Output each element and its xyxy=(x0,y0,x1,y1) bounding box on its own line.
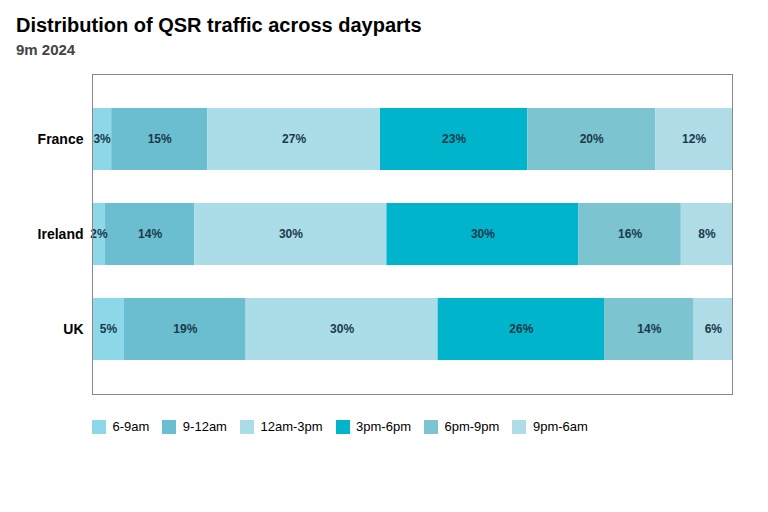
svg-text:14%: 14% xyxy=(637,322,661,336)
svg-text:19%: 19% xyxy=(173,322,197,336)
svg-text:30%: 30% xyxy=(279,227,303,241)
svg-text:12%: 12% xyxy=(682,132,706,146)
html-text:3pm-6pm: 3pm-6pm xyxy=(356,419,411,434)
svg-text:2%: 2% xyxy=(90,227,108,242)
svg-text:3%: 3% xyxy=(93,132,111,146)
svg-text:30%: 30% xyxy=(330,322,354,336)
svg-text:France: France xyxy=(38,131,84,147)
svg-text:8%: 8% xyxy=(698,227,716,241)
html-text:12am-3pm: 12am-3pm xyxy=(260,419,323,434)
svg-text:16%: 16% xyxy=(618,227,642,241)
html-text:6-9am: 6-9am xyxy=(112,419,150,434)
html-text:6pm-9pm: 6pm-9pm xyxy=(444,419,500,434)
svg-text:23%: 23% xyxy=(442,132,466,146)
svg-text:15%: 15% xyxy=(148,132,172,146)
svg-text:20%: 20% xyxy=(580,132,604,146)
svg-text:14%: 14% xyxy=(138,227,162,241)
svg-text:30%: 30% xyxy=(471,227,495,241)
html-text:9-12am: 9-12am xyxy=(182,419,227,434)
svg-text:26%: 26% xyxy=(509,322,533,336)
svg-text:6%: 6% xyxy=(705,322,723,336)
svg-text:UK: UK xyxy=(63,321,83,337)
html-text:9pm-6am: 9pm-6am xyxy=(532,419,588,434)
html-text:Distribution of QSR traffic ac: Distribution of QSR traffic across daypa… xyxy=(16,14,422,36)
svg-text:27%: 27% xyxy=(282,132,306,146)
svg-text:5%: 5% xyxy=(100,322,118,336)
html-text:9m 2024: 9m 2024 xyxy=(16,41,76,58)
svg-text:Ireland: Ireland xyxy=(38,226,84,242)
